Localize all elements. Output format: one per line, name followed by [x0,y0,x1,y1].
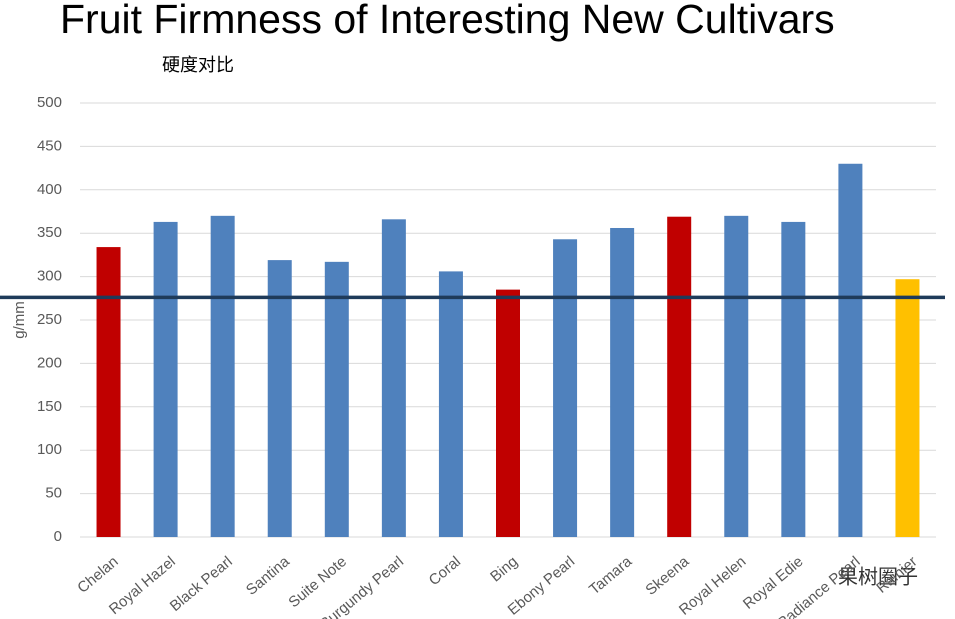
bar [210,215,235,537]
y-tick-label: 300 [37,268,62,285]
bar [496,289,520,537]
bar [438,271,463,537]
y-tick-label: 0 [54,528,62,545]
x-tick-label: Skeena [642,553,692,599]
bar [724,215,749,537]
y-tick-label: 250 [37,311,62,328]
y-tick-label: 450 [37,137,62,154]
bar [895,279,920,537]
y-tick-label: 350 [37,224,62,241]
bar [667,216,692,537]
y-tick-label: 200 [37,354,62,371]
chart-subtitle: 硬度对比 [162,55,234,75]
bar [153,221,178,537]
bar [553,239,578,537]
bar [324,261,349,537]
x-tick-label: Bing [487,553,521,585]
y-axis-label: g/mm [11,301,28,339]
y-tick-label: 100 [37,441,62,458]
bar [96,247,121,537]
x-tick-label: Coral [426,553,464,589]
x-tick-label: Santina [243,553,293,599]
bar [781,221,806,537]
chart-title: Fruit Firmness of Interesting New Cultiv… [60,0,835,42]
bar [381,219,406,537]
y-tick-label: 150 [37,398,62,415]
y-tick-label: 400 [37,181,62,198]
watermark: 果树圈子 [838,565,918,588]
bar [610,227,635,537]
y-tick-label: 50 [45,485,62,502]
y-tick-label: 500 [37,94,62,111]
bar [838,163,863,537]
x-tick-label: Black Pearl [167,553,236,615]
x-tick-label: Tamara [586,553,636,599]
x-tick-label: Chelan [74,553,121,597]
bar [267,260,292,537]
